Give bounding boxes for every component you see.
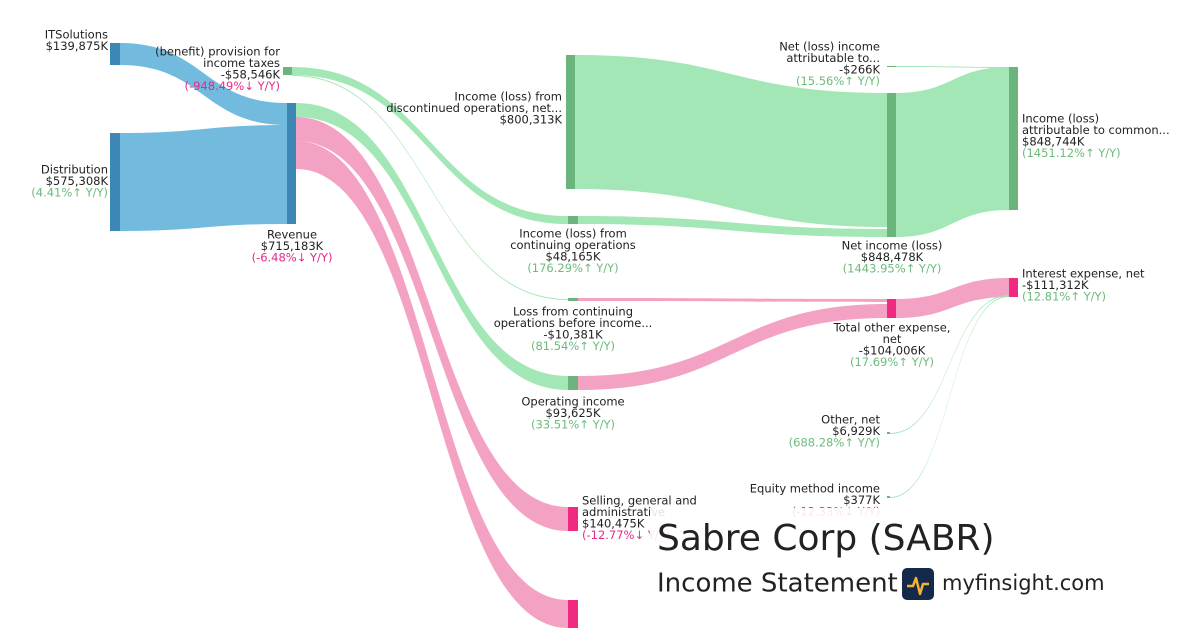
node bbox=[110, 43, 120, 65]
node bbox=[1009, 67, 1018, 210]
node-name: Loss from continuing bbox=[513, 305, 633, 319]
node-name: Other, net bbox=[821, 413, 880, 427]
node-name: (benefit) provision for bbox=[155, 45, 280, 59]
node bbox=[568, 376, 578, 390]
node-name: Income (loss) bbox=[1022, 112, 1099, 126]
flow bbox=[292, 75, 568, 300]
node-value: $575,308K bbox=[46, 174, 109, 188]
node-name: attributable to... bbox=[786, 51, 880, 65]
node bbox=[887, 299, 896, 318]
node-change: (-6.48%↓ Y/Y) bbox=[252, 251, 333, 265]
flow bbox=[578, 304, 887, 390]
flow bbox=[292, 67, 568, 224]
flow bbox=[890, 296, 1009, 498]
node-name: ITSolutions bbox=[45, 28, 108, 42]
flow bbox=[120, 43, 287, 125]
node bbox=[568, 298, 578, 301]
node-name: Equity method income bbox=[750, 482, 880, 496]
node bbox=[568, 507, 578, 531]
node-name: Income (loss) from bbox=[454, 90, 562, 104]
node-name: administrative bbox=[582, 505, 665, 519]
flow bbox=[896, 278, 1009, 318]
node-value: $6,929K bbox=[832, 424, 880, 438]
node-name: Income (loss) from bbox=[519, 227, 627, 241]
node-name: net bbox=[883, 332, 902, 346]
node-value: $848,744K bbox=[1022, 135, 1085, 149]
node-change: (-948.49%↓ Y/Y) bbox=[184, 79, 280, 93]
node-change: (12.81%↑ Y/Y) bbox=[1022, 290, 1106, 304]
node-change: (17.69%↑ Y/Y) bbox=[850, 355, 934, 369]
node-change: (1443.95%↑ Y/Y) bbox=[843, 262, 942, 276]
node-name: Net income (loss) bbox=[842, 239, 943, 253]
node-change: (-12.77%↓ Y/Y) bbox=[582, 528, 670, 542]
node-change: (4.41%↑ Y/Y) bbox=[31, 186, 108, 200]
node-name: Distribution bbox=[41, 163, 108, 177]
node bbox=[1009, 278, 1018, 297]
flow bbox=[896, 67, 1009, 237]
node bbox=[568, 216, 578, 224]
title: Sabre Corp (SABR) bbox=[657, 518, 995, 559]
node-value: -$111,312K bbox=[1022, 278, 1089, 292]
node bbox=[568, 600, 578, 628]
node-name: discontinued operations, net... bbox=[386, 101, 562, 115]
node-value: $800,313K bbox=[500, 113, 563, 127]
flow bbox=[120, 125, 287, 231]
node-change: (81.54%↑ Y/Y) bbox=[531, 339, 615, 353]
site-name: myfinsight.com bbox=[942, 571, 1105, 595]
node-value: $377K bbox=[843, 493, 880, 507]
node bbox=[887, 432, 890, 434]
node-value: $93,625K bbox=[545, 406, 601, 420]
flow bbox=[578, 216, 887, 237]
node-value: -$10,381K bbox=[543, 328, 603, 342]
node bbox=[566, 55, 575, 189]
node-change: (15.56%↑ Y/Y) bbox=[796, 74, 880, 88]
node-name: Revenue bbox=[267, 228, 317, 242]
node-value: -$58,546K bbox=[221, 68, 281, 82]
node-value: $139,875K bbox=[46, 39, 109, 53]
flow bbox=[296, 117, 568, 531]
node-value: $848,478K bbox=[861, 250, 924, 264]
node-value: $140,475K bbox=[582, 517, 645, 531]
node bbox=[887, 93, 896, 237]
node-name: continuing operations bbox=[510, 238, 636, 252]
flow bbox=[296, 141, 568, 628]
node-name: Operating income bbox=[521, 395, 624, 409]
node-change: (176.29%↑ Y/Y) bbox=[527, 261, 618, 275]
node-change: (688.28%↑ Y/Y) bbox=[789, 436, 880, 450]
node bbox=[887, 66, 896, 67]
node-change: (33.51%↑ Y/Y) bbox=[531, 418, 615, 432]
node-value: -$104,006K bbox=[859, 344, 926, 358]
flow bbox=[578, 298, 887, 302]
node bbox=[110, 133, 120, 231]
node-name: Total other expense, bbox=[833, 321, 951, 335]
flow bbox=[890, 295, 1009, 434]
node bbox=[283, 67, 292, 75]
subtitle: Income Statement bbox=[657, 569, 898, 599]
node-name: attributable to common... bbox=[1022, 123, 1170, 137]
node bbox=[887, 496, 890, 498]
flow bbox=[296, 103, 568, 390]
flow bbox=[575, 55, 887, 227]
node-value: $715,183K bbox=[261, 239, 324, 253]
node-name: Net (loss) income bbox=[779, 40, 880, 54]
flow bbox=[896, 66, 1009, 68]
node-name: operations before income... bbox=[494, 316, 653, 330]
node-name: income taxes bbox=[203, 56, 280, 70]
node-value: -$266K bbox=[839, 63, 880, 77]
node-value: $48,165K bbox=[545, 250, 601, 264]
node-change: (1451.12%↑ Y/Y) bbox=[1022, 146, 1121, 160]
node-name: Selling, general and bbox=[582, 494, 697, 508]
logo-mark bbox=[907, 576, 929, 596]
node-name: Interest expense, net bbox=[1022, 267, 1145, 281]
node bbox=[287, 103, 296, 224]
